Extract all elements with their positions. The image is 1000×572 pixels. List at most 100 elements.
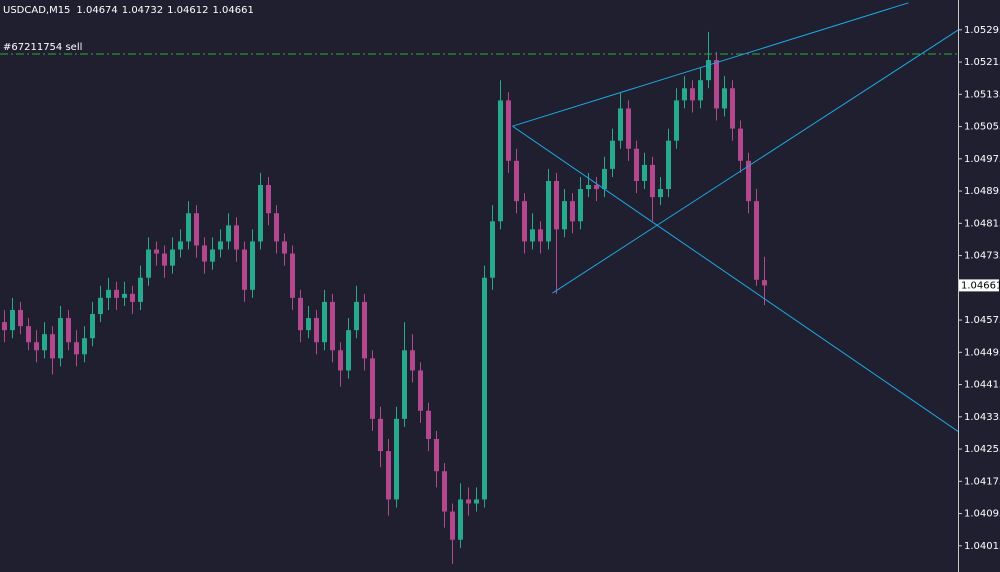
candle-body [274, 213, 279, 242]
header-value: USDCAD,M15 [3, 5, 70, 16]
y-tick-label: 1.04575 [964, 315, 1000, 326]
candle-body [178, 241, 183, 250]
candle-body [650, 164, 655, 198]
y-tick-label: 1.04495 [964, 347, 1000, 358]
candle-body [610, 140, 615, 169]
candle-body [642, 164, 647, 181]
candle-body [594, 185, 599, 190]
y-tick-label: 1.05055 [964, 122, 1000, 133]
candle-body [290, 253, 295, 298]
candle-body [634, 148, 639, 181]
header-value: 1.04661 [213, 5, 254, 16]
candle-body [474, 499, 479, 504]
candle-body [682, 88, 687, 101]
candle-body [82, 338, 87, 355]
candle-body [698, 80, 703, 101]
header-value: 1.04732 [122, 5, 163, 16]
candle-body [210, 249, 215, 262]
candle-body [170, 249, 175, 266]
candle-body [754, 201, 759, 280]
candle-body [34, 342, 39, 351]
candle-body [498, 100, 503, 222]
overlay: #67211754 sell USDCAD,M15 1.04674 1.04732 1.… [3, 5, 1000, 292]
candle-body [298, 297, 303, 331]
candle-body [314, 318, 319, 343]
candle-body [42, 334, 47, 351]
candle-body [738, 128, 743, 161]
candle-body [746, 160, 751, 202]
candle-body [50, 334, 55, 359]
current-price-label: 1.04661 [961, 280, 1000, 291]
candle-body [74, 342, 79, 355]
candle-body [570, 201, 575, 222]
candle-body [354, 301, 359, 331]
candle-body [386, 451, 391, 500]
plot-area [0, 2, 958, 564]
candle-body [402, 350, 407, 419]
y-tick-label: 1.05135 [964, 89, 1000, 100]
candle-body [466, 499, 471, 504]
y-tick-label: 1.04255 [964, 444, 1000, 455]
y-tick-label: 1.04895 [964, 186, 1000, 197]
candle-body [250, 241, 255, 290]
y-tick-label: 1.04415 [964, 380, 1000, 391]
candle-body [562, 201, 567, 230]
candle-body [338, 350, 343, 371]
header-value: 1.04612 [167, 5, 208, 16]
current-price-box [959, 279, 999, 292]
candle-body [322, 301, 327, 343]
candle-body [138, 277, 143, 302]
candle-body [626, 108, 631, 149]
candle-body [330, 301, 335, 351]
candle-body [186, 213, 191, 242]
candle-body [242, 249, 247, 290]
candle-body [202, 245, 207, 262]
candle-body [722, 88, 727, 109]
candle-body [602, 168, 607, 190]
candle-body [362, 301, 367, 359]
candle-body [666, 140, 671, 190]
candle-body [586, 185, 591, 190]
candle-body [226, 225, 231, 242]
candle-body [346, 330, 351, 371]
candle-body [194, 213, 199, 246]
candle-body [514, 160, 519, 202]
candle-body [554, 180, 559, 230]
candle-body [370, 358, 375, 419]
y-tick-label: 1.04335 [964, 412, 1000, 423]
candle-body [578, 189, 583, 222]
price-axis: 1.05295 1.05215 1.05135 1.05055 1.04975 1.048… [958, 25, 1000, 552]
candle-body [58, 318, 63, 359]
candle-body [90, 314, 95, 339]
candle-body [458, 499, 463, 540]
candle-body [658, 189, 663, 198]
y-tick-label: 1.05215 [964, 57, 1000, 68]
candle-body [482, 277, 487, 500]
candle-body [282, 241, 287, 254]
candle-body [618, 108, 623, 141]
candle-body [18, 309, 23, 327]
candle-body [66, 318, 71, 343]
candle-body [538, 229, 543, 242]
trendline [552, 29, 958, 294]
y-tick-label: 1.04975 [964, 154, 1000, 165]
candle-body [130, 293, 135, 302]
candle-body [426, 410, 431, 439]
candle-body [98, 297, 103, 315]
header-value: 1.04674 [76, 5, 117, 16]
candle-body [762, 280, 767, 286]
candle-body [418, 370, 423, 411]
candle-body [706, 60, 711, 81]
candle-body [122, 293, 127, 298]
y-tick-label: 1.04815 [964, 218, 1000, 229]
candle-body [378, 418, 383, 452]
candle-body [266, 185, 271, 214]
candle-body [26, 326, 31, 343]
candle-body [442, 471, 447, 512]
candle-body [450, 511, 455, 540]
candle-body [546, 180, 551, 242]
candle-body [434, 438, 439, 472]
y-tick-label: 1.04735 [964, 251, 1000, 262]
